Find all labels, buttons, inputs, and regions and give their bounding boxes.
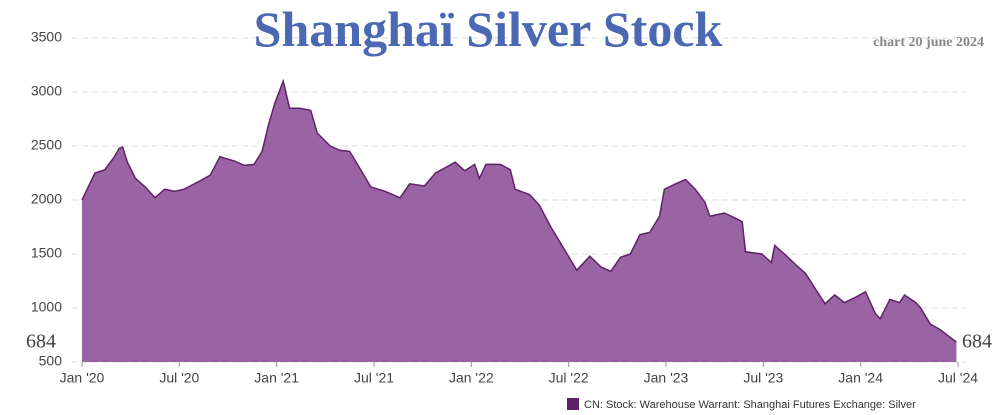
legend-label: CN: Stock: Warehouse Warrant: Shanghai F…: [584, 399, 916, 411]
y-tick-label: 3500: [31, 29, 62, 45]
x-tick-label: Jul '21: [354, 370, 394, 386]
y-tick-label: 500: [39, 353, 63, 369]
y-tick-label: 1500: [31, 245, 62, 261]
x-tick-label: Jul '24: [938, 370, 978, 386]
x-tick-label: Jan '20: [60, 370, 105, 386]
plot: [81, 78, 957, 362]
chart-title: Shanghaï Silver Stock: [254, 1, 723, 57]
start-annotation: 684: [26, 331, 56, 353]
area: [82, 81, 957, 362]
x-tick-label: Jul '20: [159, 370, 199, 386]
y-tick-label: 1000: [31, 299, 62, 315]
y-tick-label: 2000: [31, 191, 62, 207]
x-tick-label: Jan '21: [254, 370, 299, 386]
x-tick-label: Jan '22: [449, 370, 494, 386]
x-tick-label: Jan '24: [838, 370, 883, 386]
y-tick-label: 2500: [31, 137, 62, 153]
x-tick-label: Jan '23: [644, 370, 689, 386]
x-tick-label: Jul '23: [743, 370, 783, 386]
end-annotation: 684: [962, 331, 992, 353]
y-tick-label: 3000: [31, 83, 62, 99]
line: [81, 78, 957, 343]
legend-swatch: [567, 398, 579, 410]
x-tick-label: Jul '22: [549, 370, 589, 386]
subtitle: chart 20 june 2024: [873, 35, 984, 50]
